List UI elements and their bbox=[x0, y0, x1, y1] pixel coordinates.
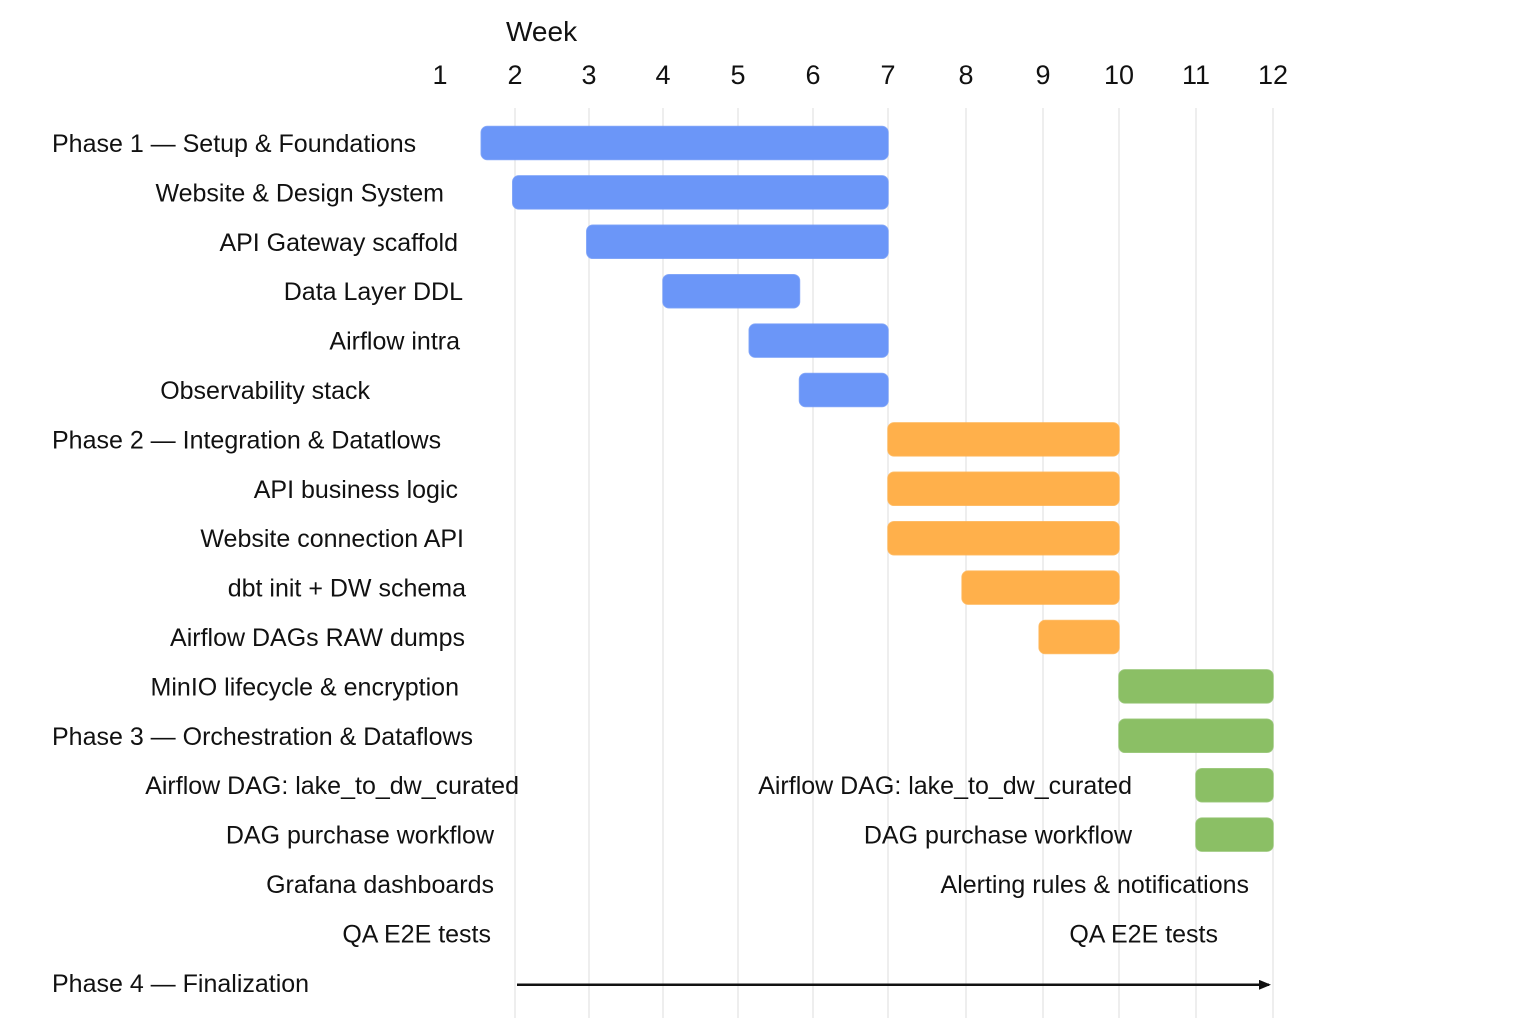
x-tick-label: 11 bbox=[1182, 60, 1210, 90]
bar-annotations: Airflow DAG: lake_to_dw_curated DAG purch… bbox=[758, 772, 1249, 948]
gantt-bar bbox=[748, 323, 889, 358]
x-tick-label: 12 bbox=[1258, 60, 1288, 90]
row-label: Website & Design System bbox=[155, 179, 444, 207]
gantt-bar bbox=[887, 422, 1120, 457]
row-label: Phase 1 — Setup & Foundations bbox=[52, 130, 416, 158]
row-label: Data Layer DDL bbox=[284, 278, 463, 306]
row-label: Website connection API bbox=[200, 525, 464, 553]
x-tick-label: 1 bbox=[432, 60, 447, 90]
gantt-bar bbox=[798, 372, 889, 408]
gantt-bar bbox=[1038, 619, 1120, 655]
x-tick-label: 7 bbox=[880, 60, 895, 90]
bar-annotation: Alerting rules & notifications bbox=[941, 871, 1249, 899]
x-tick-label: 5 bbox=[730, 60, 745, 90]
x-axis-ticks: 1 2 3 4 5 6 7 8 9 10 11 12 bbox=[432, 60, 1288, 90]
gantt-bar bbox=[887, 520, 1120, 556]
row-label: MinIO lifecycle & encryption bbox=[151, 673, 459, 701]
gantt-bar bbox=[586, 224, 889, 260]
x-tick-label: 8 bbox=[958, 60, 973, 90]
row-label: Grafana dashboards bbox=[266, 871, 494, 899]
gridlines bbox=[514, 108, 1274, 1018]
x-tick-label: 2 bbox=[507, 60, 522, 90]
row-label: DAG purchase workflow bbox=[226, 822, 495, 850]
bar-annotation: QA E2E tests bbox=[1069, 920, 1218, 948]
row-label: dbt init + DW schema bbox=[228, 575, 466, 603]
gantt-bar bbox=[961, 570, 1120, 605]
x-tick-label: 4 bbox=[655, 60, 670, 90]
x-tick-label: 10 bbox=[1104, 60, 1134, 90]
row-label: Airflow intra bbox=[329, 328, 460, 356]
gantt-bar bbox=[512, 175, 889, 210]
row-label: Airflow DAGs RAW dumps bbox=[170, 624, 465, 652]
row-label: Phase 3 — Orchestration & Dataflows bbox=[52, 723, 473, 751]
x-tick-label: 3 bbox=[581, 60, 596, 90]
gantt-bar bbox=[480, 125, 889, 161]
row-label: QA E2E tests bbox=[342, 920, 491, 948]
gantt-bar bbox=[662, 273, 801, 309]
gantt-bar bbox=[1195, 817, 1274, 852]
row-label: Observability stack bbox=[160, 377, 370, 405]
gantt-bar bbox=[1195, 767, 1274, 803]
bar-annotation: Airflow DAG: lake_to_dw_curated bbox=[758, 772, 1132, 800]
x-axis-title: Week bbox=[506, 16, 578, 47]
row-labels: Phase 1 — Setup & Foundations Website & D… bbox=[52, 130, 519, 998]
row-label: Airflow DAG: lake_to_dw_curated bbox=[145, 772, 519, 800]
row-label: API business logic bbox=[254, 476, 458, 504]
bars bbox=[480, 125, 1274, 990]
row-label: Phase 2 — Integration & Datatlows bbox=[52, 426, 441, 454]
gantt-bar bbox=[1118, 669, 1274, 704]
bar-annotation: DAG purchase workflow bbox=[864, 822, 1133, 850]
row-label: Phase 4 — Finalization bbox=[52, 970, 309, 998]
gantt-bar bbox=[1118, 718, 1274, 754]
x-tick-label: 9 bbox=[1035, 60, 1050, 90]
x-tick-label: 6 bbox=[805, 60, 820, 90]
gantt-bar bbox=[887, 471, 1120, 507]
row-label: API Gateway scaffold bbox=[219, 229, 458, 257]
